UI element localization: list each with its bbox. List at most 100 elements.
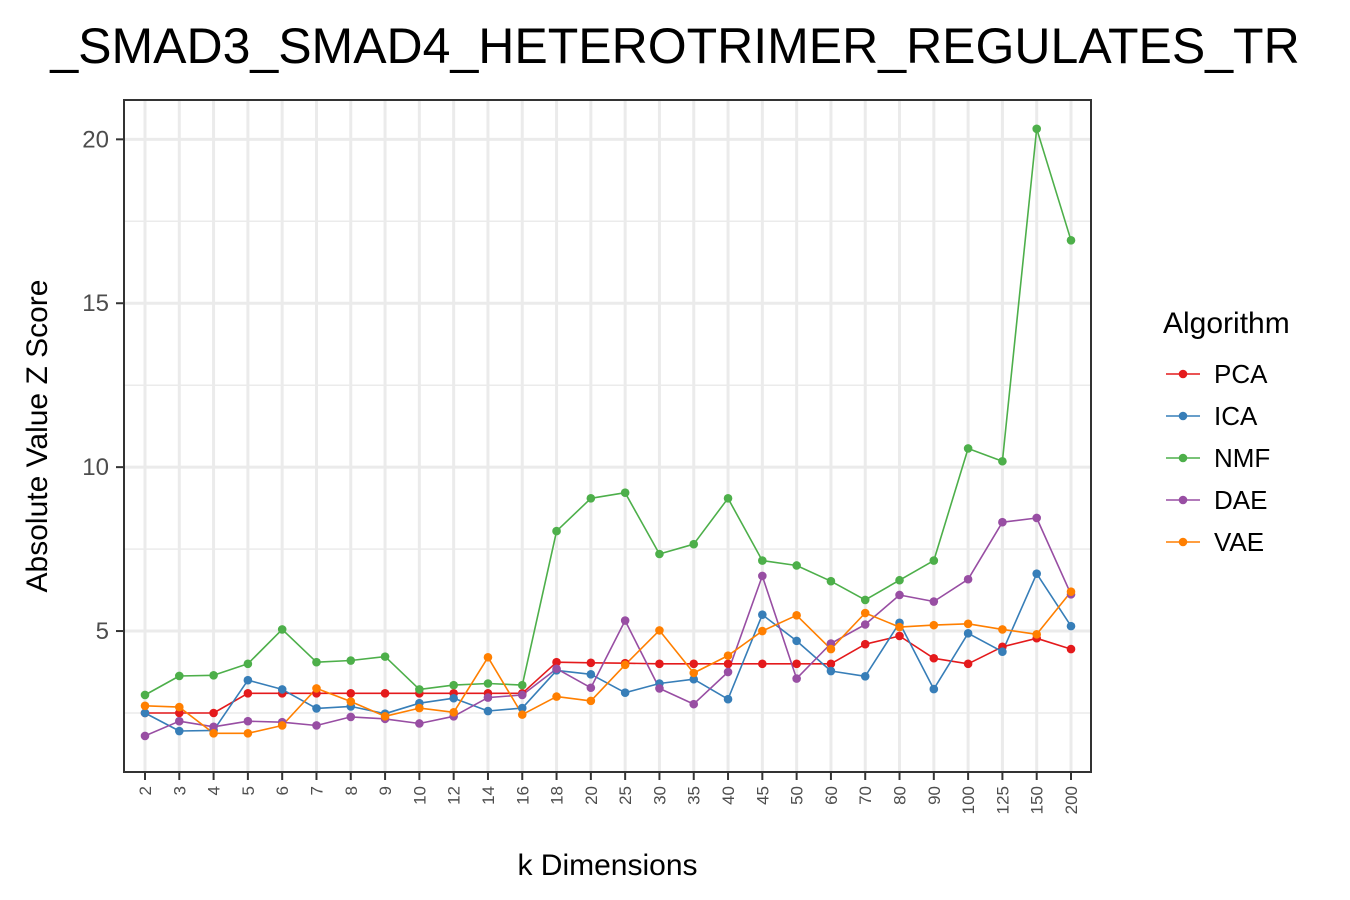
data-point-pca	[860, 639, 870, 649]
data-point-ica	[174, 726, 184, 736]
legend-label: DAE	[1214, 485, 1267, 515]
data-point-nmf	[826, 576, 836, 586]
legend-label: VAE	[1214, 527, 1264, 557]
data-point-ica	[792, 636, 801, 646]
data-point-pca	[929, 653, 939, 663]
x-tick-label: 25	[616, 786, 635, 805]
data-point-pca	[552, 657, 561, 667]
x-tick-label: 10	[410, 786, 429, 805]
data-point-pca	[209, 708, 218, 718]
data-point-dae	[586, 683, 596, 693]
data-point-nmf	[483, 679, 493, 688]
data-point-vae	[620, 660, 630, 670]
data-point-nmf	[380, 652, 390, 661]
data-point-pca	[380, 689, 390, 698]
data-point-nmf	[895, 575, 904, 585]
data-point-vae	[312, 684, 321, 693]
x-tick-label: 4	[205, 786, 224, 795]
data-point-dae	[860, 620, 870, 629]
x-tick-label: 150	[1028, 786, 1047, 814]
data-point-nmf	[758, 556, 767, 565]
x-axis-title: k Dimensions	[517, 849, 697, 882]
data-point-vae	[552, 692, 561, 701]
x-tick-label: 20	[582, 786, 601, 805]
data-point-ica	[312, 704, 321, 713]
legend-item-pca: PCA	[1166, 359, 1268, 389]
data-point-vae	[758, 626, 767, 636]
x-axis: 2 3 4 5 6 7 8 9 10 12 14 16 18 20 25 30 35 40 45 50 60 70 80 90…	[136, 772, 1081, 814]
data-point-nmf	[449, 680, 458, 690]
legend-label: ICA	[1214, 401, 1258, 431]
data-point-vae	[963, 619, 973, 629]
data-point-dae	[483, 693, 493, 702]
data-point-dae	[963, 574, 973, 584]
series-line-vae	[144, 591, 1072, 735]
data-point-dae	[758, 571, 767, 581]
data-point-ica	[689, 674, 699, 684]
legend-title: Algorithm	[1163, 307, 1290, 340]
data-point-ica	[586, 670, 596, 679]
data-point-pca	[655, 659, 664, 669]
x-tick-label: 200	[1062, 786, 1081, 814]
data-point-ica	[243, 675, 253, 685]
data-point-pca	[243, 689, 253, 698]
x-tick-label: 5	[239, 786, 258, 795]
data-point-ica	[826, 666, 836, 676]
data-point-ica	[1032, 569, 1042, 578]
data-point-vae	[929, 620, 939, 630]
data-point-nmf	[243, 659, 253, 669]
x-tick-label: 7	[307, 786, 326, 795]
legend-key-point	[1178, 495, 1188, 505]
data-point-vae	[655, 626, 664, 635]
legend-label: PCA	[1214, 359, 1268, 389]
data-point-nmf	[963, 444, 973, 453]
data-point-dae	[243, 716, 253, 726]
data-point-dae	[929, 597, 939, 606]
x-tick-label: 90	[925, 786, 944, 805]
data-point-dae	[346, 712, 356, 722]
data-point-pca	[826, 659, 836, 669]
x-tick-label: 50	[788, 786, 807, 805]
x-tick-label: 16	[513, 786, 532, 805]
data-point-ica	[620, 688, 630, 697]
data-point-nmf	[860, 595, 870, 605]
data-point-vae	[1066, 587, 1076, 597]
data-point-pca	[586, 658, 596, 668]
series-line-dae	[144, 517, 1072, 737]
data-point-dae	[209, 722, 218, 732]
data-point-vae	[895, 622, 904, 632]
data-point-dae	[1032, 513, 1042, 523]
data-point-vae	[517, 710, 527, 719]
data-point-nmf	[209, 670, 218, 680]
series-line-nmf	[144, 128, 1072, 696]
data-point-pca	[895, 631, 904, 641]
x-tick-label: 70	[856, 786, 875, 805]
legend-item-ica: ICA	[1166, 401, 1258, 431]
data-point-pca	[723, 659, 733, 669]
data-point-vae	[483, 652, 493, 662]
y-tick-label: 5	[96, 618, 109, 645]
data-point-pca	[346, 689, 356, 698]
data-point-nmf	[689, 539, 699, 549]
data-point-ica	[963, 629, 973, 638]
x-tick-label: 6	[273, 786, 292, 795]
legend-label: NMF	[1214, 443, 1270, 473]
data-point-dae	[517, 690, 527, 700]
data-point-nmf	[929, 556, 939, 565]
data-point-vae	[346, 697, 356, 706]
y-tick-label: 15	[82, 290, 109, 317]
x-tick-label: 40	[719, 786, 738, 805]
x-tick-label: 12	[445, 786, 464, 805]
data-point-ica	[449, 693, 458, 703]
plot-panel-border	[123, 99, 1092, 773]
data-point-vae	[140, 701, 150, 711]
series-points	[140, 124, 1076, 741]
data-point-nmf	[346, 656, 356, 665]
data-point-dae	[792, 674, 801, 683]
data-point-vae	[209, 729, 218, 738]
data-point-dae	[620, 616, 630, 625]
legend: Algorithm PCA ICA NMF DAE VAE	[1163, 307, 1290, 557]
data-point-ica	[929, 684, 939, 694]
data-point-ica	[1066, 621, 1076, 631]
